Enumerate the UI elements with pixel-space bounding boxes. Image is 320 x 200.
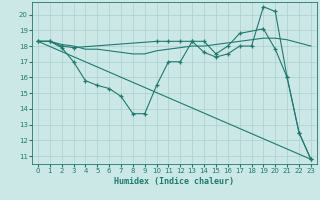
X-axis label: Humidex (Indice chaleur): Humidex (Indice chaleur)	[115, 177, 234, 186]
